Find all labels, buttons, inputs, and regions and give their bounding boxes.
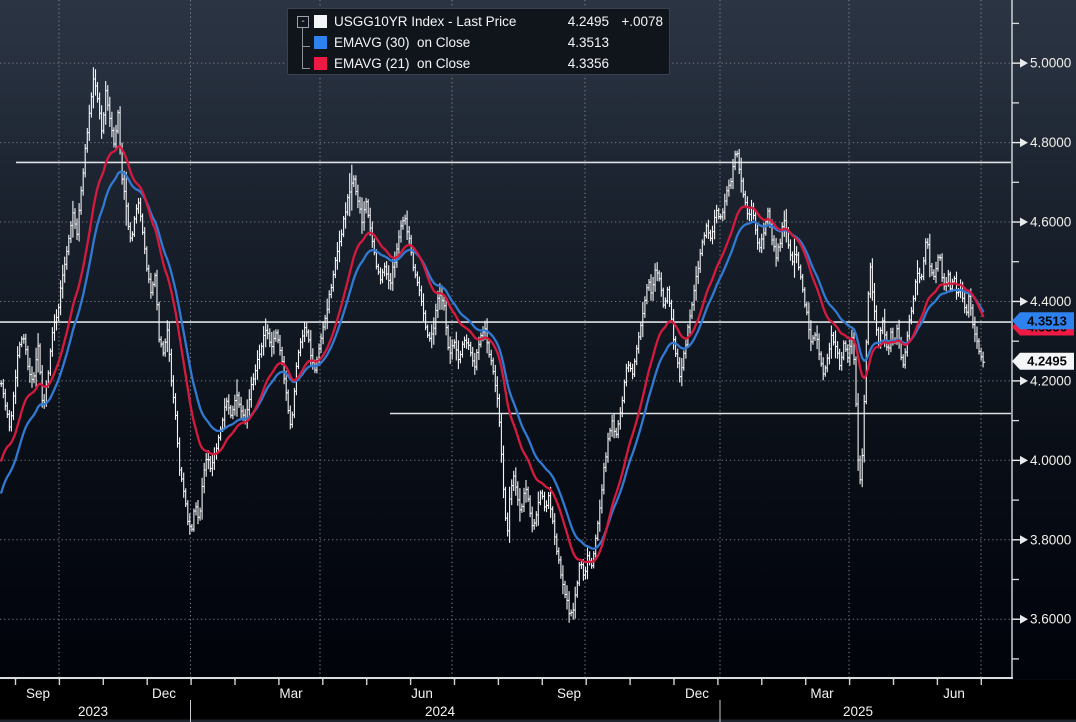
y-tick-arrow-icon — [1020, 296, 1028, 306]
price-last-value: 4.2495 — [567, 14, 609, 29]
y-axis-label: 4.8000 — [1030, 135, 1071, 150]
emavg-21-line — [0, 145, 985, 564]
month-label: Mar — [279, 686, 303, 701]
axis-price-badge-value: 4.2495 — [1027, 354, 1067, 369]
month-label: Sep — [557, 686, 581, 701]
month-label: Dec — [685, 686, 709, 701]
month-label: Jun — [411, 686, 433, 701]
year-label: 2024 — [425, 704, 456, 719]
price-hlc-bars — [0, 67, 986, 623]
emavg21-value: 4.3356 — [567, 56, 609, 71]
month-label: Sep — [26, 686, 50, 701]
emavg21-swatch — [314, 57, 327, 70]
axis-price-badge-value: 4.3513 — [1027, 313, 1067, 328]
y-axis-label: 3.8000 — [1030, 532, 1071, 547]
chart-legend: - USGG10YR Index - Last Price 4.2495 +.0… — [287, 8, 670, 75]
window-bottom-edge — [0, 719, 1076, 722]
y-tick-arrow-icon — [1020, 535, 1028, 545]
y-tick-arrow-icon — [1020, 614, 1028, 624]
emavg30-label: EMAVG (30) on Close — [334, 35, 471, 50]
year-label: 2023 — [78, 704, 108, 719]
emavg-30-line — [0, 170, 985, 550]
price-series-label: USGG10YR Index - Last Price — [334, 14, 517, 29]
y-tick-arrow-icon — [1020, 217, 1028, 227]
axis-price-badge — [1012, 312, 1074, 330]
y-tick-arrow-icon — [1020, 455, 1028, 465]
y-tick-arrow-icon — [1020, 138, 1028, 148]
legend-collapse-toggle[interactable]: - — [297, 16, 309, 28]
emavg30-value: 4.3513 — [567, 35, 609, 50]
y-axis-label: 4.0000 — [1030, 453, 1071, 468]
y-axis-label: 4.4000 — [1030, 294, 1071, 309]
legend-row-emavg30: EMAVG (30) on Close 4.3513 — [297, 32, 665, 53]
emavg21-label: EMAVG (21) on Close — [334, 56, 471, 71]
price-change-value: +.0078 — [621, 14, 663, 29]
axis-price-badge — [1012, 352, 1074, 370]
year-label: 2025 — [843, 704, 873, 719]
legend-row-emavg21: EMAVG (21) on Close 4.3356 — [297, 53, 665, 74]
month-label: Jun — [943, 686, 965, 701]
y-axis-label: 4.2000 — [1030, 373, 1071, 388]
x-axis-strip — [0, 680, 1076, 722]
emavg30-swatch — [314, 36, 327, 49]
legend-row-price: - USGG10YR Index - Last Price 4.2495 +.0… — [297, 11, 665, 32]
y-tick-arrow-icon — [1020, 58, 1028, 68]
month-label: Mar — [810, 686, 834, 701]
y-axis-label: 5.0000 — [1030, 56, 1071, 71]
price-series-swatch — [314, 15, 327, 28]
y-axis-label: 3.6000 — [1030, 612, 1071, 627]
y-axis-label: 4.6000 — [1030, 215, 1071, 230]
month-label: Dec — [152, 686, 176, 701]
y-tick-arrow-icon — [1020, 376, 1028, 386]
